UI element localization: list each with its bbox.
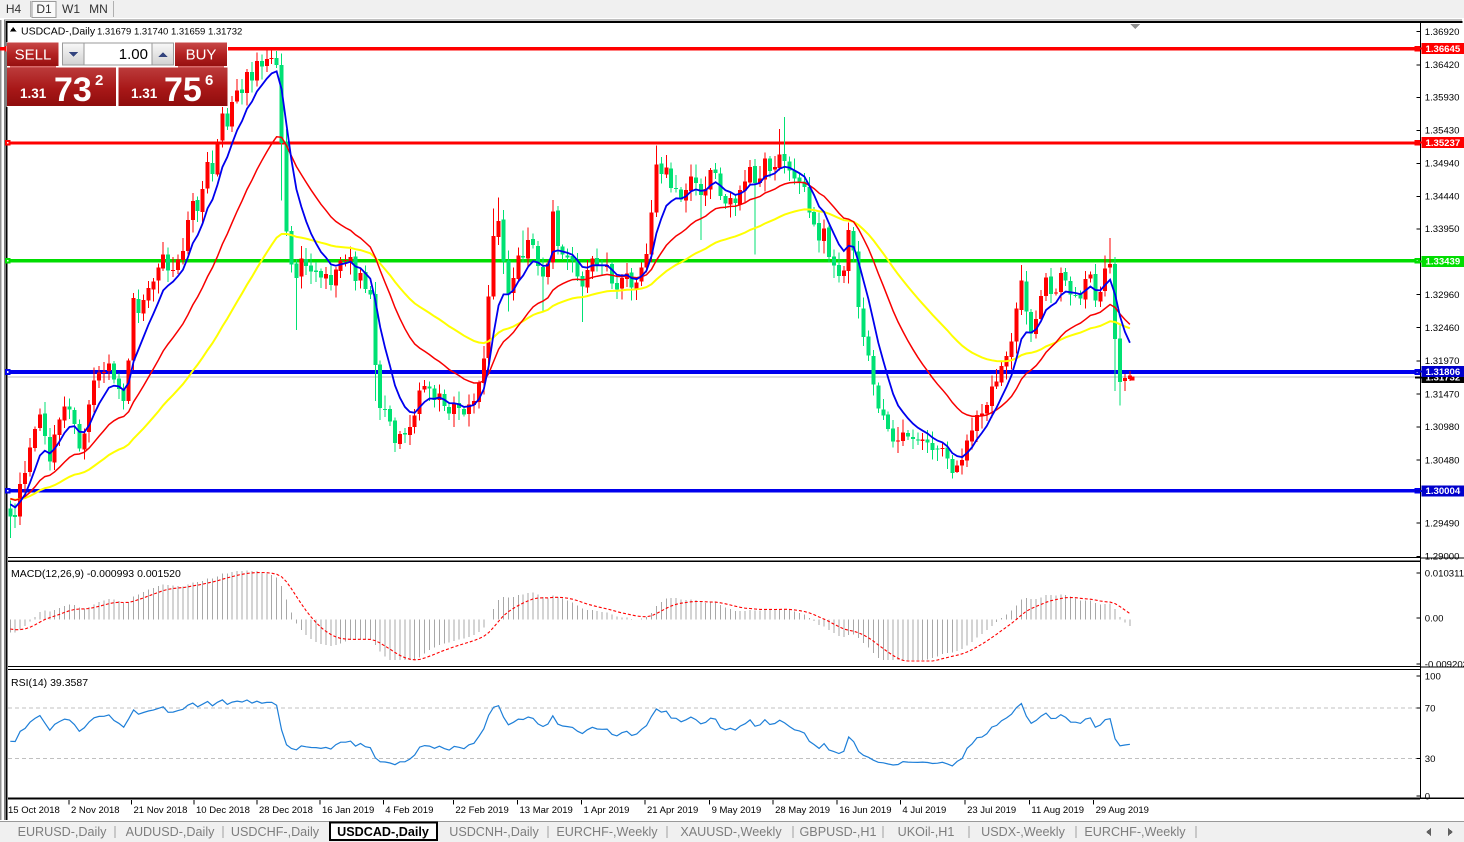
svg-text:1.35930: 1.35930	[1425, 93, 1460, 104]
svg-text:1.29490: 1.29490	[1425, 519, 1460, 530]
svg-text:2: 2	[95, 72, 103, 89]
svg-text:1.32960: 1.32960	[1425, 290, 1460, 301]
svg-text:1.31: 1.31	[131, 86, 158, 101]
svg-text:28 May 2019: 28 May 2019	[775, 805, 830, 816]
svg-text:1.36920: 1.36920	[1425, 27, 1460, 38]
svg-text:USDX-,Weekly: USDX-,Weekly	[981, 825, 1065, 839]
svg-text:1.31732: 1.31732	[1426, 373, 1461, 384]
svg-text:USDCAD-,Daily: USDCAD-,Daily	[21, 26, 96, 38]
svg-text:1.30480: 1.30480	[1425, 455, 1460, 466]
svg-text:W1: W1	[62, 2, 80, 16]
svg-text:1.31: 1.31	[20, 86, 47, 101]
svg-text:1.31806: 1.31806	[1426, 367, 1461, 378]
svg-text:2 Nov 2018: 2 Nov 2018	[71, 805, 120, 816]
svg-text:11 Aug 2019: 11 Aug 2019	[1031, 805, 1084, 816]
svg-text:1.31679 1.31740 1.31659 1.3173: 1.31679 1.31740 1.31659 1.31732	[97, 27, 242, 38]
svg-text:1.35430: 1.35430	[1425, 126, 1460, 137]
svg-text:30: 30	[1425, 754, 1436, 765]
svg-text:100: 100	[1425, 671, 1441, 682]
svg-text:1.29000: 1.29000	[1425, 552, 1460, 563]
svg-text:70: 70	[1425, 703, 1436, 714]
svg-text:21 Nov 2018: 21 Nov 2018	[134, 805, 188, 816]
svg-text:1.32460: 1.32460	[1425, 323, 1460, 334]
svg-text:BUY: BUY	[186, 47, 217, 64]
svg-text:1 Apr 2019: 1 Apr 2019	[584, 805, 630, 816]
svg-text:0.010311: 0.010311	[1425, 568, 1464, 579]
svg-text:4 Jul 2019: 4 Jul 2019	[902, 805, 946, 816]
svg-text:1.34940: 1.34940	[1425, 159, 1460, 170]
svg-text:22 Feb 2019: 22 Feb 2019	[455, 805, 508, 816]
svg-text:0.00: 0.00	[1425, 613, 1444, 624]
svg-text:XAUUSD-,Weekly: XAUUSD-,Weekly	[680, 825, 782, 839]
svg-text:4 Feb 2019: 4 Feb 2019	[385, 805, 433, 816]
svg-text:9 May 2019: 9 May 2019	[712, 805, 762, 816]
svg-text:EURCHF-,Weekly: EURCHF-,Weekly	[556, 825, 658, 839]
svg-text:1.35237: 1.35237	[1426, 138, 1461, 149]
svg-text:D1: D1	[36, 2, 52, 16]
svg-text:73: 73	[54, 71, 92, 109]
svg-text:EURUSD-,Daily: EURUSD-,Daily	[18, 825, 108, 839]
svg-text:USDCHF-,Daily: USDCHF-,Daily	[231, 825, 320, 839]
svg-text:H4: H4	[6, 2, 22, 16]
svg-text:-0.009203: -0.009203	[1425, 659, 1464, 670]
svg-text:MN: MN	[89, 2, 108, 16]
svg-text:1.31970: 1.31970	[1425, 356, 1460, 367]
svg-text:RSI(14) 39.3587: RSI(14) 39.3587	[11, 677, 88, 689]
svg-text:MACD(12,26,9) -0.000993 0.0015: MACD(12,26,9) -0.000993 0.001520	[11, 568, 181, 580]
svg-text:USDCNH-,Daily: USDCNH-,Daily	[449, 825, 539, 839]
svg-text:28 Dec 2018: 28 Dec 2018	[259, 805, 313, 816]
svg-text:1.31470: 1.31470	[1425, 389, 1460, 400]
svg-text:1.33439: 1.33439	[1426, 257, 1461, 268]
svg-text:GBPUSD-,H1: GBPUSD-,H1	[800, 825, 877, 839]
svg-text:UKOil-,H1: UKOil-,H1	[898, 825, 955, 839]
svg-text:23 Jul 2019: 23 Jul 2019	[967, 805, 1016, 816]
svg-text:16 Jan 2019: 16 Jan 2019	[322, 805, 374, 816]
svg-text:16 Jun 2019: 16 Jun 2019	[839, 805, 891, 816]
svg-text:1.30980: 1.30980	[1425, 422, 1460, 433]
svg-text:13 Mar 2019: 13 Mar 2019	[520, 805, 573, 816]
svg-text:75: 75	[164, 71, 202, 109]
svg-text:1.36420: 1.36420	[1425, 60, 1460, 71]
svg-text:1.00: 1.00	[119, 46, 148, 63]
svg-text:AUDUSD-,Daily: AUDUSD-,Daily	[126, 825, 216, 839]
svg-text:6: 6	[205, 72, 213, 89]
svg-text:15 Oct 2018: 15 Oct 2018	[8, 805, 60, 816]
svg-text:SELL: SELL	[15, 47, 52, 64]
svg-text:1.30004: 1.30004	[1426, 486, 1461, 497]
svg-text:EURCHF-,Weekly: EURCHF-,Weekly	[1084, 825, 1186, 839]
svg-text:21 Apr 2019: 21 Apr 2019	[647, 805, 698, 816]
svg-text:1.34440: 1.34440	[1425, 192, 1460, 203]
svg-text:10 Dec 2018: 10 Dec 2018	[196, 805, 250, 816]
svg-text:1.36645: 1.36645	[1426, 44, 1461, 55]
svg-text:1.33950: 1.33950	[1425, 224, 1460, 235]
svg-text:29 Aug 2019: 29 Aug 2019	[1096, 805, 1149, 816]
svg-text:0: 0	[1425, 791, 1430, 802]
svg-text:USDCAD-,Daily: USDCAD-,Daily	[337, 825, 429, 839]
